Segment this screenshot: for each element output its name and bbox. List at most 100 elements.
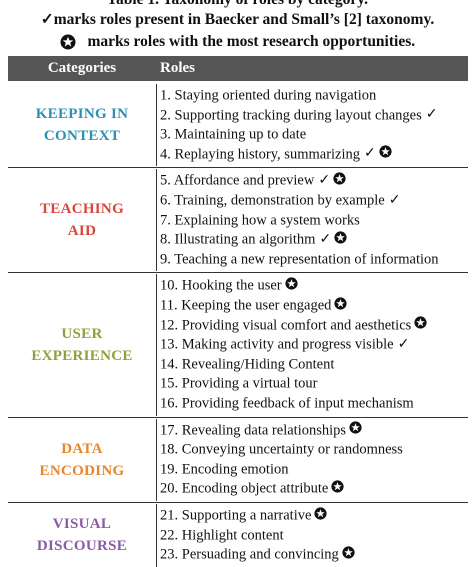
category-label-line2: AID [67,223,97,240]
caption-check-legend: ✓marks roles present in Baecker and Smal… [0,10,475,29]
category-label: KEEPING IN CONTEXT [8,103,156,147]
header-roles: Roles [160,60,195,76]
check-icon: ✓ [388,192,401,208]
star-circle-icon [314,507,328,524]
column-divider [156,84,157,167]
role-text: 18. Conveying uncertainty or randomness [160,441,403,458]
group-separator [8,416,468,418]
role-text: 14. Revealing/Hiding Content [160,356,335,373]
role-text: 9. Teaching a new representation of info… [160,251,439,268]
role-text: 11. Keeping the user engaged [160,297,332,314]
role-item: 2. Supporting tracking during layout cha… [160,106,438,125]
category-group: VISUAL DISCOURSE 21. Supporting a narrativ… [8,504,468,567]
category-label-line1: TEACHING [39,201,125,218]
group-separator [8,167,468,169]
role-item: 5. Affordance and preview ✓ [160,171,346,190]
category-label-line1: DATA [61,440,103,457]
role-item: 19. Encoding emotion [160,460,288,479]
role-text: 5. Affordance and preview [160,173,315,190]
category-group: TEACHING AID 5. Affordance and preview ✓ 6. … [8,169,468,272]
star-circle-icon [334,297,347,314]
check-icon: ✓ [318,173,331,189]
star-circle-icon [414,316,427,333]
caption-line2-text: marks roles present in Baecker and Small… [53,11,435,28]
column-divider [156,418,157,501]
role-text: 12. Providing visual comfort and aesthet… [160,317,412,334]
role-item: 9. Teaching a new representation of info… [160,250,439,269]
category-label: VISUAL DISCOURSE [8,513,156,557]
caption-star-legend: marks roles with the most research oppor… [0,32,475,51]
star-circle-icon [60,34,76,50]
role-item: 4. Replaying history, summarizing ✓ [160,145,392,164]
group-separator [8,272,468,274]
star-circle-icon [331,480,344,497]
role-item: 20. Encoding object attribute [160,479,344,498]
column-divider [156,274,157,416]
category-group: KEEPING IN CONTEXT 1. Staying oriented dur… [8,84,468,167]
role-item: 1. Staying oriented during navigation [160,86,376,105]
role-text: 15. Providing a virtual tour [160,376,318,393]
role-text: 17. Revealing data relationships [160,422,347,439]
category-label-line1: VISUAL [52,516,112,533]
role-text: 10. Hooking the user [160,278,282,295]
role-item: 18. Conveying uncertainty or randomness [160,440,403,459]
column-divider [156,504,157,567]
role-item: 3. Maintaining up to date [160,125,306,144]
category-label-line2: ENCODING [39,462,125,479]
star-circle-icon [349,421,362,438]
category-group: USER EXPERIENCE 10. Hooking the user 11. Ke… [8,274,468,416]
role-item: 23. Persuading and convincing [160,545,355,564]
role-item: 11. Keeping the user engaged [160,296,347,315]
check-icon: ✓ [425,107,438,123]
role-text: 22. Highlight content [160,527,284,544]
role-text: 23. Persuading and convincing [160,546,339,563]
category-label: DATA ENCODING [8,438,156,482]
category-label-line1: USER [61,325,103,342]
role-text: 8. Illustrating an algorithm [160,231,316,248]
role-item: 22. Highlight content [160,526,284,545]
role-item: 13. Making activity and progress visible… [160,335,409,354]
role-item: 21. Supporting a narrative [160,506,328,525]
category-group: DATA ENCODING 17. Revealing data relations… [8,418,468,501]
group-separator [8,502,468,503]
header-categories: Categories [47,60,117,76]
role-item: 16. Providing feedback of input mechanis… [160,394,414,413]
column-divider [156,169,157,272]
category-label-line1: KEEPING IN [35,106,129,123]
role-text: 20. Encoding object attribute [160,481,329,498]
category-label: TEACHING AID [8,198,156,242]
role-text: 16. Providing feedback of input mechanis… [160,395,414,412]
role-text: 19. Encoding emotion [160,461,289,478]
table-title: Table 1. Taxonomy of roles by category. [0,0,475,9]
role-text: 3. Maintaining up to date [160,126,307,143]
role-item: 6. Training, demonstration by example ✓ [160,191,400,210]
role-text: 21. Supporting a narrative [160,507,312,524]
category-label-line2: EXPERIENCE [31,347,133,364]
star-circle-icon [333,172,346,189]
star-circle-icon [342,546,355,563]
table-header: Categories Roles [8,56,468,81]
category-label: USER EXPERIENCE [8,323,156,367]
check-icon: ✓ [40,11,54,28]
role-item: 8. Illustrating an algorithm ✓ [160,230,347,249]
star-circle-icon [334,231,347,248]
role-item: 12. Providing visual comfort and aesthet… [160,316,427,335]
check-icon: ✓ [364,146,376,162]
star-circle-icon [379,145,392,162]
role-text: 4. Replaying history, summarizing [160,146,361,163]
category-label-line2: CONTEXT [43,128,121,145]
role-item: 10. Hooking the user [160,276,298,295]
category-label-line2: DISCOURSE [36,538,128,555]
role-item: 7. Explaining how a system works [160,211,360,230]
caption-line3-text: marks roles with the most research oppor… [87,33,416,50]
check-icon: ✓ [397,336,410,352]
role-item: 14. Revealing/Hiding Content [160,355,334,374]
role-text: 6. Training, demonstration by example [160,192,385,209]
star-circle-icon [285,277,298,294]
check-icon: ✓ [319,231,332,247]
role-text: 13. Making activity and progress visible [160,336,394,353]
role-item: 17. Revealing data relationships [160,421,362,440]
role-text: 2. Supporting tracking during layout cha… [160,107,422,124]
role-item: 15. Providing a virtual tour [160,374,317,393]
role-text: 1. Staying oriented during navigation [160,87,377,104]
